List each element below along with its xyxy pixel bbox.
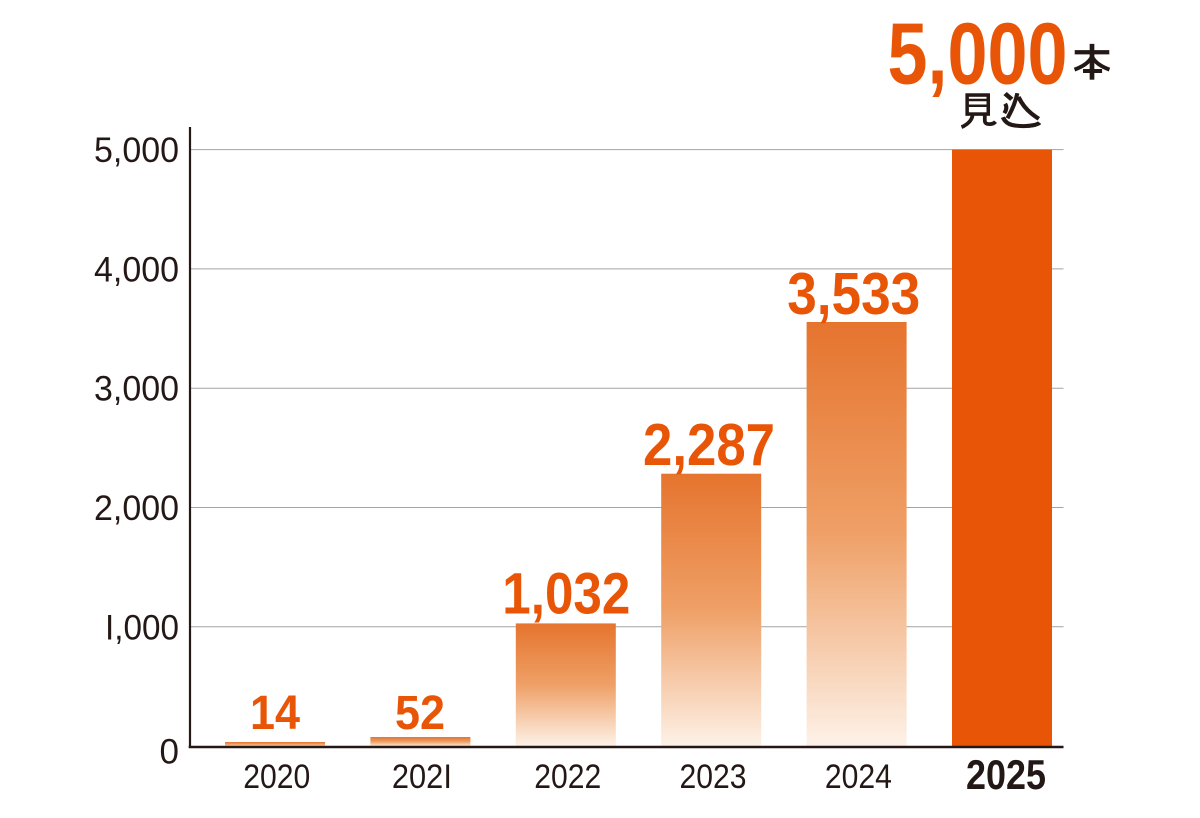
svg-text:2,000: 2,000: [94, 489, 179, 528]
svg-text:52: 52: [395, 687, 445, 740]
svg-text:202I: 202I: [392, 758, 452, 796]
svg-text:2,287: 2,287: [643, 412, 775, 478]
svg-text:3,533: 3,533: [787, 261, 920, 327]
svg-text:2023: 2023: [680, 758, 747, 796]
svg-text:5,000: 5,000: [888, 6, 1068, 103]
svg-text:2024: 2024: [825, 758, 892, 796]
svg-text:14: 14: [250, 687, 300, 740]
svg-text:I,000: I,000: [105, 608, 179, 647]
svg-text:2025: 2025: [966, 751, 1046, 798]
svg-text:5,000: 5,000: [94, 131, 179, 170]
svg-text:0: 0: [160, 733, 179, 772]
svg-text:2022: 2022: [534, 758, 601, 796]
svg-text:3,000: 3,000: [94, 370, 179, 409]
svg-text:1,032: 1,032: [502, 562, 630, 627]
svg-text:4,000: 4,000: [94, 250, 179, 289]
svg-text:2020: 2020: [243, 758, 310, 796]
